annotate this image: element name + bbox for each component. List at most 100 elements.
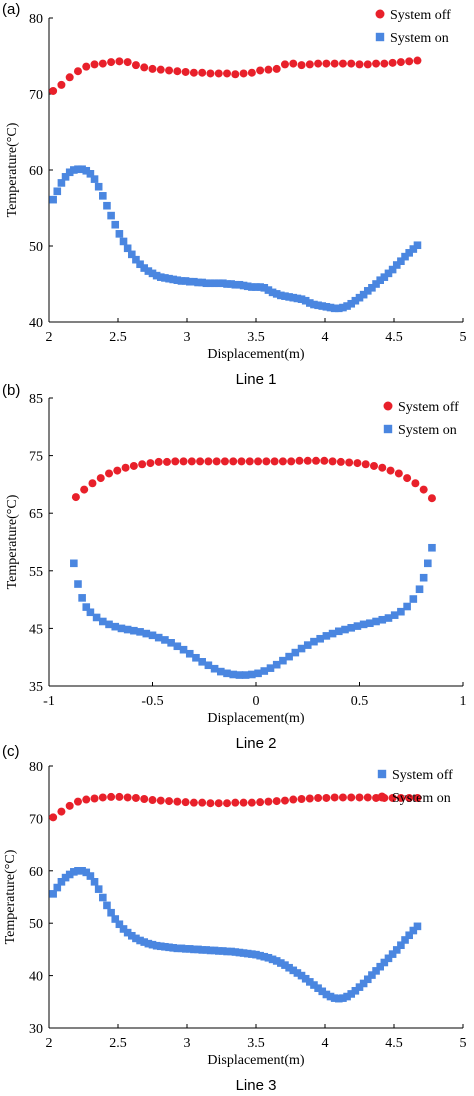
data-point — [198, 946, 206, 954]
panel-label: (b) — [2, 382, 20, 399]
data-point — [359, 620, 368, 629]
data-point — [322, 793, 331, 802]
x-tick-label: 0 — [253, 694, 260, 709]
data-point — [73, 67, 82, 76]
data-point — [210, 279, 219, 288]
data-point — [65, 870, 74, 879]
data-point — [424, 559, 432, 568]
data-point — [239, 69, 248, 78]
data-point — [359, 979, 368, 988]
data-point — [272, 797, 281, 806]
data-point — [223, 799, 232, 808]
data-point — [293, 969, 302, 977]
data-point — [70, 166, 78, 174]
legend-marker — [383, 401, 393, 411]
y-axis-label: Temperature(°C) — [5, 122, 20, 217]
data-point — [419, 573, 428, 582]
data-point — [156, 796, 165, 805]
data-point — [96, 474, 105, 483]
data-point — [92, 613, 101, 622]
data-point — [90, 175, 99, 183]
data-point — [328, 457, 337, 466]
data-point — [98, 793, 107, 802]
data-point — [57, 878, 66, 886]
data-point — [322, 990, 331, 999]
data-point — [260, 667, 269, 675]
data-point — [70, 868, 78, 876]
data-point — [409, 595, 418, 603]
data-point — [86, 872, 95, 880]
y-axis-label: Temperature(°C) — [5, 494, 20, 589]
data-point — [123, 625, 132, 634]
y-tick-label: 40 — [29, 970, 43, 985]
data-point — [355, 983, 364, 991]
data-point — [57, 807, 66, 816]
data-point — [115, 920, 124, 929]
data-point — [161, 274, 169, 282]
data-point — [82, 62, 91, 71]
data-point — [173, 944, 182, 953]
data-point — [144, 267, 153, 275]
data-point — [256, 66, 265, 75]
data-point — [254, 457, 263, 466]
data-point — [427, 494, 436, 503]
data-point — [129, 461, 138, 470]
data-point — [413, 793, 422, 802]
data-point — [210, 946, 219, 955]
data-point — [366, 619, 374, 628]
data-point — [355, 60, 364, 69]
data-point — [330, 994, 339, 1002]
data-point — [206, 946, 215, 955]
data-point — [103, 901, 111, 910]
data-point — [189, 798, 198, 807]
data-point — [185, 945, 194, 953]
data-point — [123, 244, 132, 253]
data-point — [181, 798, 190, 807]
data-point — [74, 165, 82, 174]
data-point — [322, 632, 331, 640]
data-point — [179, 645, 188, 654]
data-point — [372, 280, 380, 288]
legend-marker — [377, 769, 387, 779]
data-point — [78, 594, 86, 602]
data-point — [372, 967, 380, 975]
data-point — [252, 283, 260, 291]
data-point — [392, 946, 401, 954]
chart-panel: 30 40 50 60 70 80 2 2.5 3 3.5 4 4.5 5 Displacement(m)… — [2, 743, 467, 1094]
y-tick-label: 55 — [29, 565, 43, 580]
data-point — [280, 796, 289, 805]
data-point — [148, 796, 157, 805]
data-point — [310, 300, 318, 309]
data-point — [363, 975, 372, 984]
data-point — [165, 274, 173, 283]
x-tick-label: 2.5 — [109, 330, 127, 345]
data-point — [169, 275, 177, 284]
data-point — [396, 793, 405, 802]
data-point — [335, 627, 343, 636]
data-point — [248, 283, 256, 291]
data-point — [140, 63, 149, 72]
legend-label: System off — [390, 8, 451, 23]
data-point — [363, 60, 372, 69]
data-point — [177, 277, 186, 285]
data-point — [401, 252, 409, 261]
data-point — [65, 73, 74, 82]
data-point — [204, 457, 213, 466]
data-point — [351, 296, 360, 305]
data-point — [204, 661, 213, 670]
data-point — [281, 292, 289, 300]
data-point — [347, 793, 356, 802]
data-point — [262, 457, 271, 466]
data-point — [297, 644, 306, 653]
data-point — [351, 986, 360, 995]
data-point — [212, 457, 221, 466]
data-point — [136, 936, 144, 945]
data-point — [384, 614, 393, 622]
data-point — [285, 963, 293, 972]
x-tick-label: 3 — [184, 1036, 191, 1051]
data-point — [202, 946, 211, 954]
data-point — [239, 281, 248, 290]
data-point — [380, 59, 389, 68]
data-point — [328, 629, 337, 638]
data-point — [173, 797, 182, 806]
